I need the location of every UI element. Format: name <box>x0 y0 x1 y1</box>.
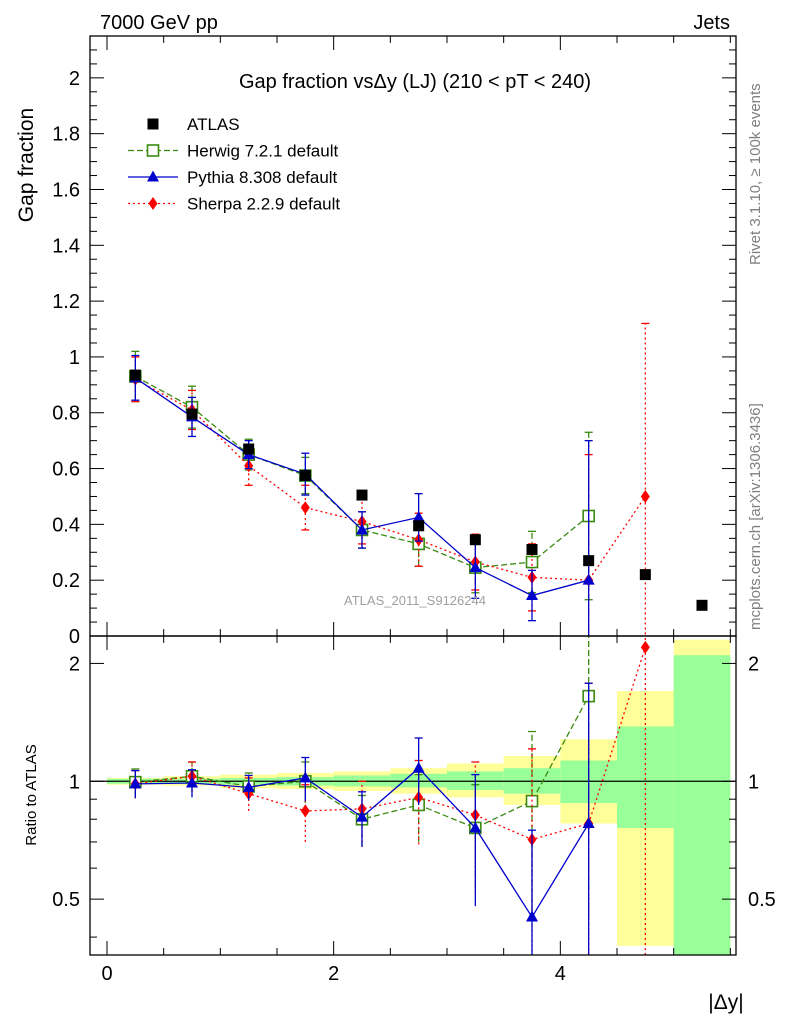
ratio-y-tick-label: 2 <box>69 653 80 675</box>
data-point <box>413 520 425 532</box>
series-sherpa-2-2-9-default <box>130 322 650 636</box>
ratio-y-tick-label-right: 1 <box>748 771 759 793</box>
top-y-tick-label: 1.6 <box>52 179 80 201</box>
series-pythia-8-308-default <box>129 354 595 636</box>
rivet-version-label: Rivet 3.1.10, ≥ 100k events <box>747 83 764 265</box>
top-y-tick-label: 0.8 <box>52 403 80 425</box>
ratio-series-pythia-8-308-default <box>129 682 595 955</box>
legend-marker <box>148 197 158 210</box>
ratio-data-point <box>640 640 650 654</box>
series-herwig-7-2-1-default <box>129 350 595 601</box>
ratio-data-point <box>526 910 538 922</box>
top-y-tick-label: 0.4 <box>52 514 80 536</box>
series-line <box>135 375 590 569</box>
top-plot-area <box>129 322 708 636</box>
mcplots-label: mcplots.cern.ch [arXiv:1306.3436] <box>747 403 764 630</box>
top-y-tick-label: 2 <box>69 68 80 90</box>
ratio-data-point <box>186 776 198 788</box>
data-point <box>469 561 482 573</box>
ratio-data-point <box>299 771 312 783</box>
stat-uncertainty-band <box>617 726 674 828</box>
x-tick-label: 2 <box>328 963 339 985</box>
header-energy-label: 7000 GeV pp <box>100 12 218 34</box>
data-point <box>525 555 539 569</box>
data-point <box>299 470 311 482</box>
data-point <box>639 569 651 581</box>
ratio-plot-area <box>129 636 650 955</box>
ratio-panel-frame <box>89 635 737 956</box>
legend-marker <box>147 118 159 130</box>
ratio-y-axis-label: Ratio to ATLAS <box>23 744 40 845</box>
top-y-tick-label: 1 <box>69 347 80 369</box>
data-point <box>526 589 538 601</box>
ratio-data-point <box>412 761 425 773</box>
stat-uncertainty-band <box>673 655 731 955</box>
ratio-data-point <box>356 810 368 822</box>
ratio-uncertainty-bands <box>90 639 736 955</box>
ratio-data-point <box>582 817 595 829</box>
x-tick-label: 4 <box>555 963 566 985</box>
data-point <box>469 534 481 546</box>
ratio-panel: 0.5 0.5 1 1 2 2 0 2 4 Ratio to ATLAS |Δy| <box>23 635 776 1014</box>
data-point <box>356 523 368 535</box>
ratio-data-point <box>129 777 142 789</box>
ratio-y-tick-label-right: 2 <box>748 653 759 675</box>
x-tick-label: 0 <box>101 963 112 985</box>
header-process-label: Jets <box>693 12 730 34</box>
data-point <box>640 489 650 503</box>
data-point <box>582 573 595 585</box>
data-point <box>696 599 708 611</box>
data-point <box>300 501 310 515</box>
legend: ATLAS Herwig 7.2.1 default Pythia 8.308 de… <box>128 115 340 214</box>
data-point <box>526 543 538 555</box>
top-y-tick-label: 1.2 <box>52 291 80 313</box>
ratio-y-tick-label: 0.5 <box>52 889 80 911</box>
legend-marker <box>146 144 160 157</box>
ratio-data-point <box>242 780 255 792</box>
gap-fraction-panel: 0 0.2 0.4 0.6 0.8 1 1.2 1.4 1.6 1.8 2 Gap fraction… <box>15 35 737 648</box>
x-axis-label: |Δy| <box>708 991 743 1014</box>
legend-label: ATLAS <box>187 115 240 134</box>
legend-label: Pythia 8.308 default <box>187 168 338 187</box>
ratio-data-point <box>300 804 310 818</box>
series-line <box>135 378 646 581</box>
top-y-tick-label: 0 <box>69 626 80 648</box>
top-y-tick-label: 0.6 <box>52 459 80 481</box>
top-axis-ticks: 0 0.2 0.4 0.6 0.8 1 1.2 1.4 1.6 1.8 2 <box>52 36 736 648</box>
top-chart-title: Gap fraction vsΔy (LJ) (210 < pT < 240) <box>239 71 591 93</box>
data-point <box>186 408 198 420</box>
data-point <box>243 443 255 455</box>
ratio-y-tick-label: 1 <box>69 771 80 793</box>
bottom-axis-ticks: 0.5 0.5 1 1 2 2 0 2 4 <box>52 636 776 985</box>
top-y-tick-label: 1.4 <box>52 235 80 257</box>
ratio-data-point <box>469 821 482 833</box>
data-point <box>412 510 425 522</box>
data-point <box>356 489 368 501</box>
legend-label: Sherpa 2.2.9 default <box>187 195 340 214</box>
legend-marker <box>147 170 159 182</box>
top-y-axis-label: Gap fraction <box>15 108 38 222</box>
series-atlas <box>129 369 708 611</box>
ratio-y-tick-label-right: 0.5 <box>748 889 776 911</box>
top-y-tick-label: 1.8 <box>52 124 80 146</box>
data-point <box>129 369 141 381</box>
top-y-tick-label: 0.2 <box>52 570 80 592</box>
analysis-watermark: ATLAS_2011_S9126244 <box>344 593 486 608</box>
data-point <box>583 555 595 567</box>
legend-label: Herwig 7.2.1 default <box>187 142 338 161</box>
